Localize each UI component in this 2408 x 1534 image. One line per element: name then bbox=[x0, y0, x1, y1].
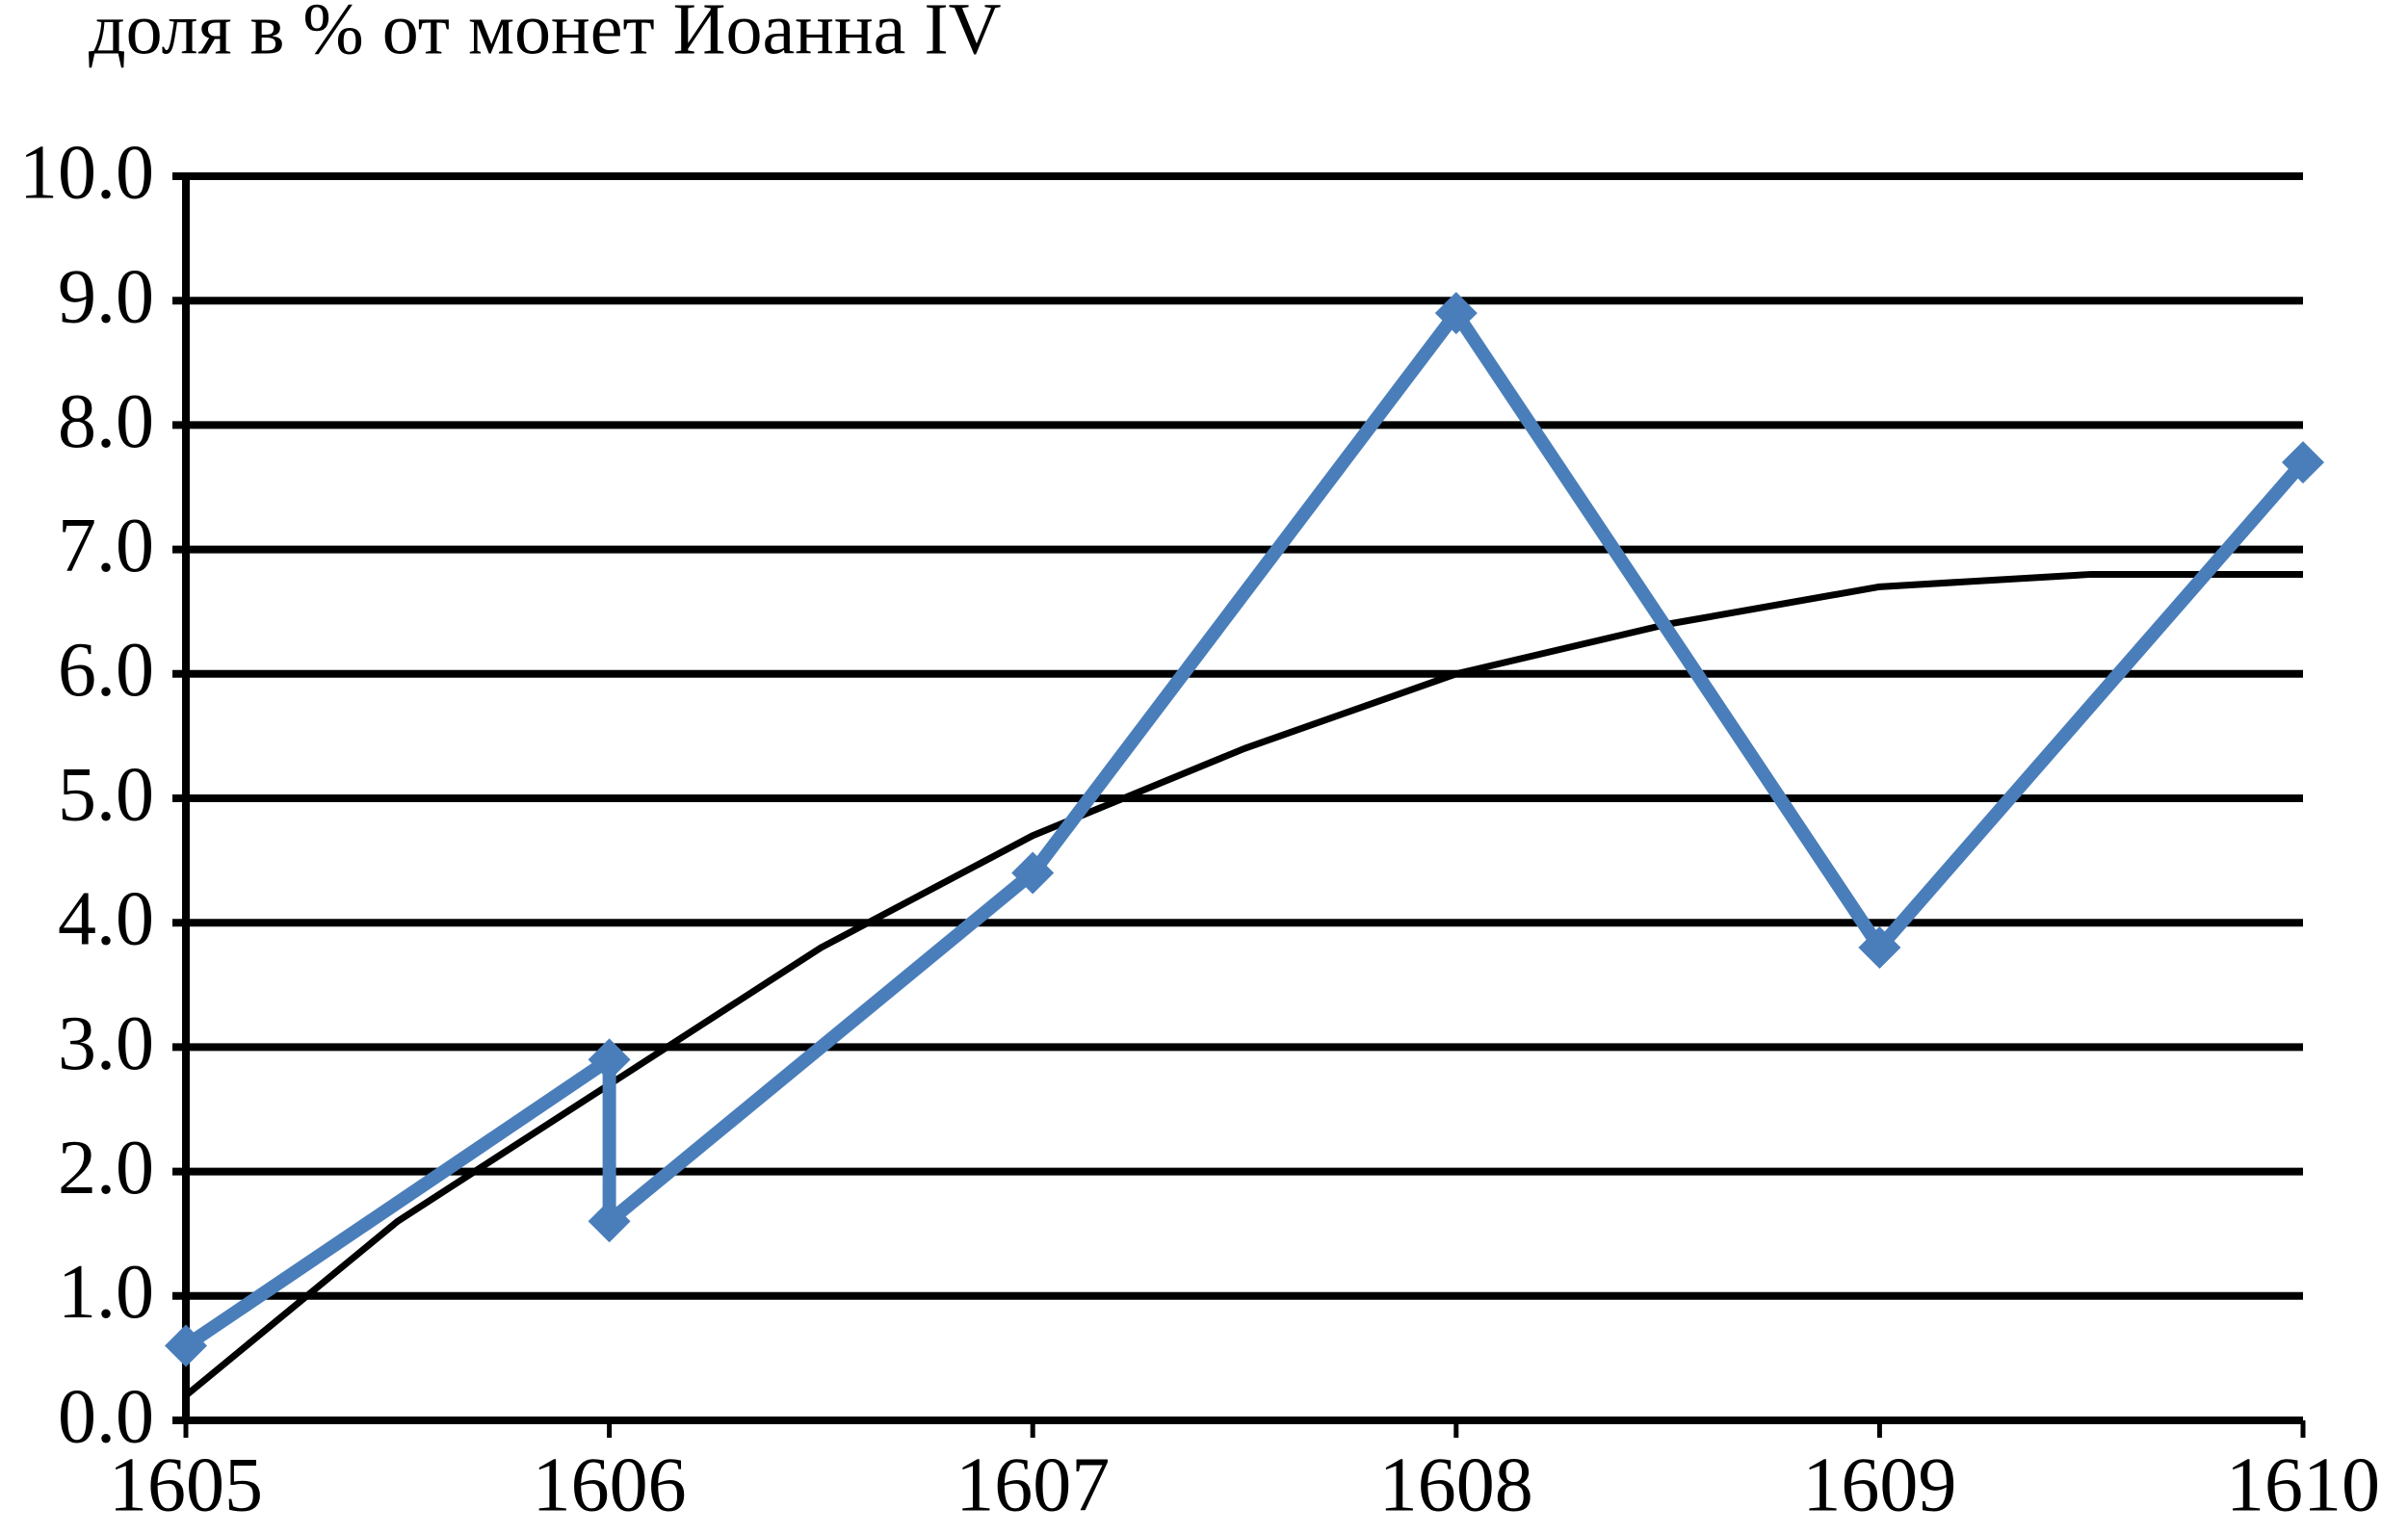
marker bbox=[1434, 292, 1478, 335]
y-tick-label: 6.0 bbox=[58, 628, 154, 713]
y-tick-label: 8.0 bbox=[58, 379, 154, 464]
chart-title: доля в % от монет Иоанна IV bbox=[89, 0, 1002, 69]
x-tick-label: 1610 bbox=[2226, 1443, 2380, 1527]
y-tick-label: 10.0 bbox=[19, 130, 154, 215]
marker bbox=[588, 1038, 631, 1081]
x-tick-label: 1607 bbox=[955, 1443, 1110, 1527]
y-tick-label: 5.0 bbox=[58, 752, 154, 837]
x-tick-label: 1606 bbox=[533, 1443, 687, 1527]
marker bbox=[1011, 851, 1055, 895]
y-tick-label: 1.0 bbox=[58, 1250, 154, 1335]
y-tick-label: 2.0 bbox=[58, 1126, 154, 1210]
y-tick-label: 0.0 bbox=[58, 1374, 154, 1459]
x-tick-label: 1608 bbox=[1379, 1443, 1533, 1527]
x-tick-label: 1605 bbox=[109, 1443, 263, 1527]
marker bbox=[588, 1200, 631, 1243]
series-line bbox=[182, 306, 2309, 1352]
y-tick-label: 7.0 bbox=[58, 504, 154, 588]
marker bbox=[165, 1324, 207, 1367]
y-tick-label: 3.0 bbox=[58, 1001, 154, 1086]
y-tick-label: 9.0 bbox=[58, 255, 154, 340]
y-tick-label: 4.0 bbox=[58, 877, 154, 962]
x-tick-label: 1609 bbox=[1802, 1443, 1956, 1527]
marker bbox=[1858, 926, 1901, 970]
trend-line bbox=[183, 570, 2303, 1398]
marker bbox=[2282, 441, 2324, 484]
